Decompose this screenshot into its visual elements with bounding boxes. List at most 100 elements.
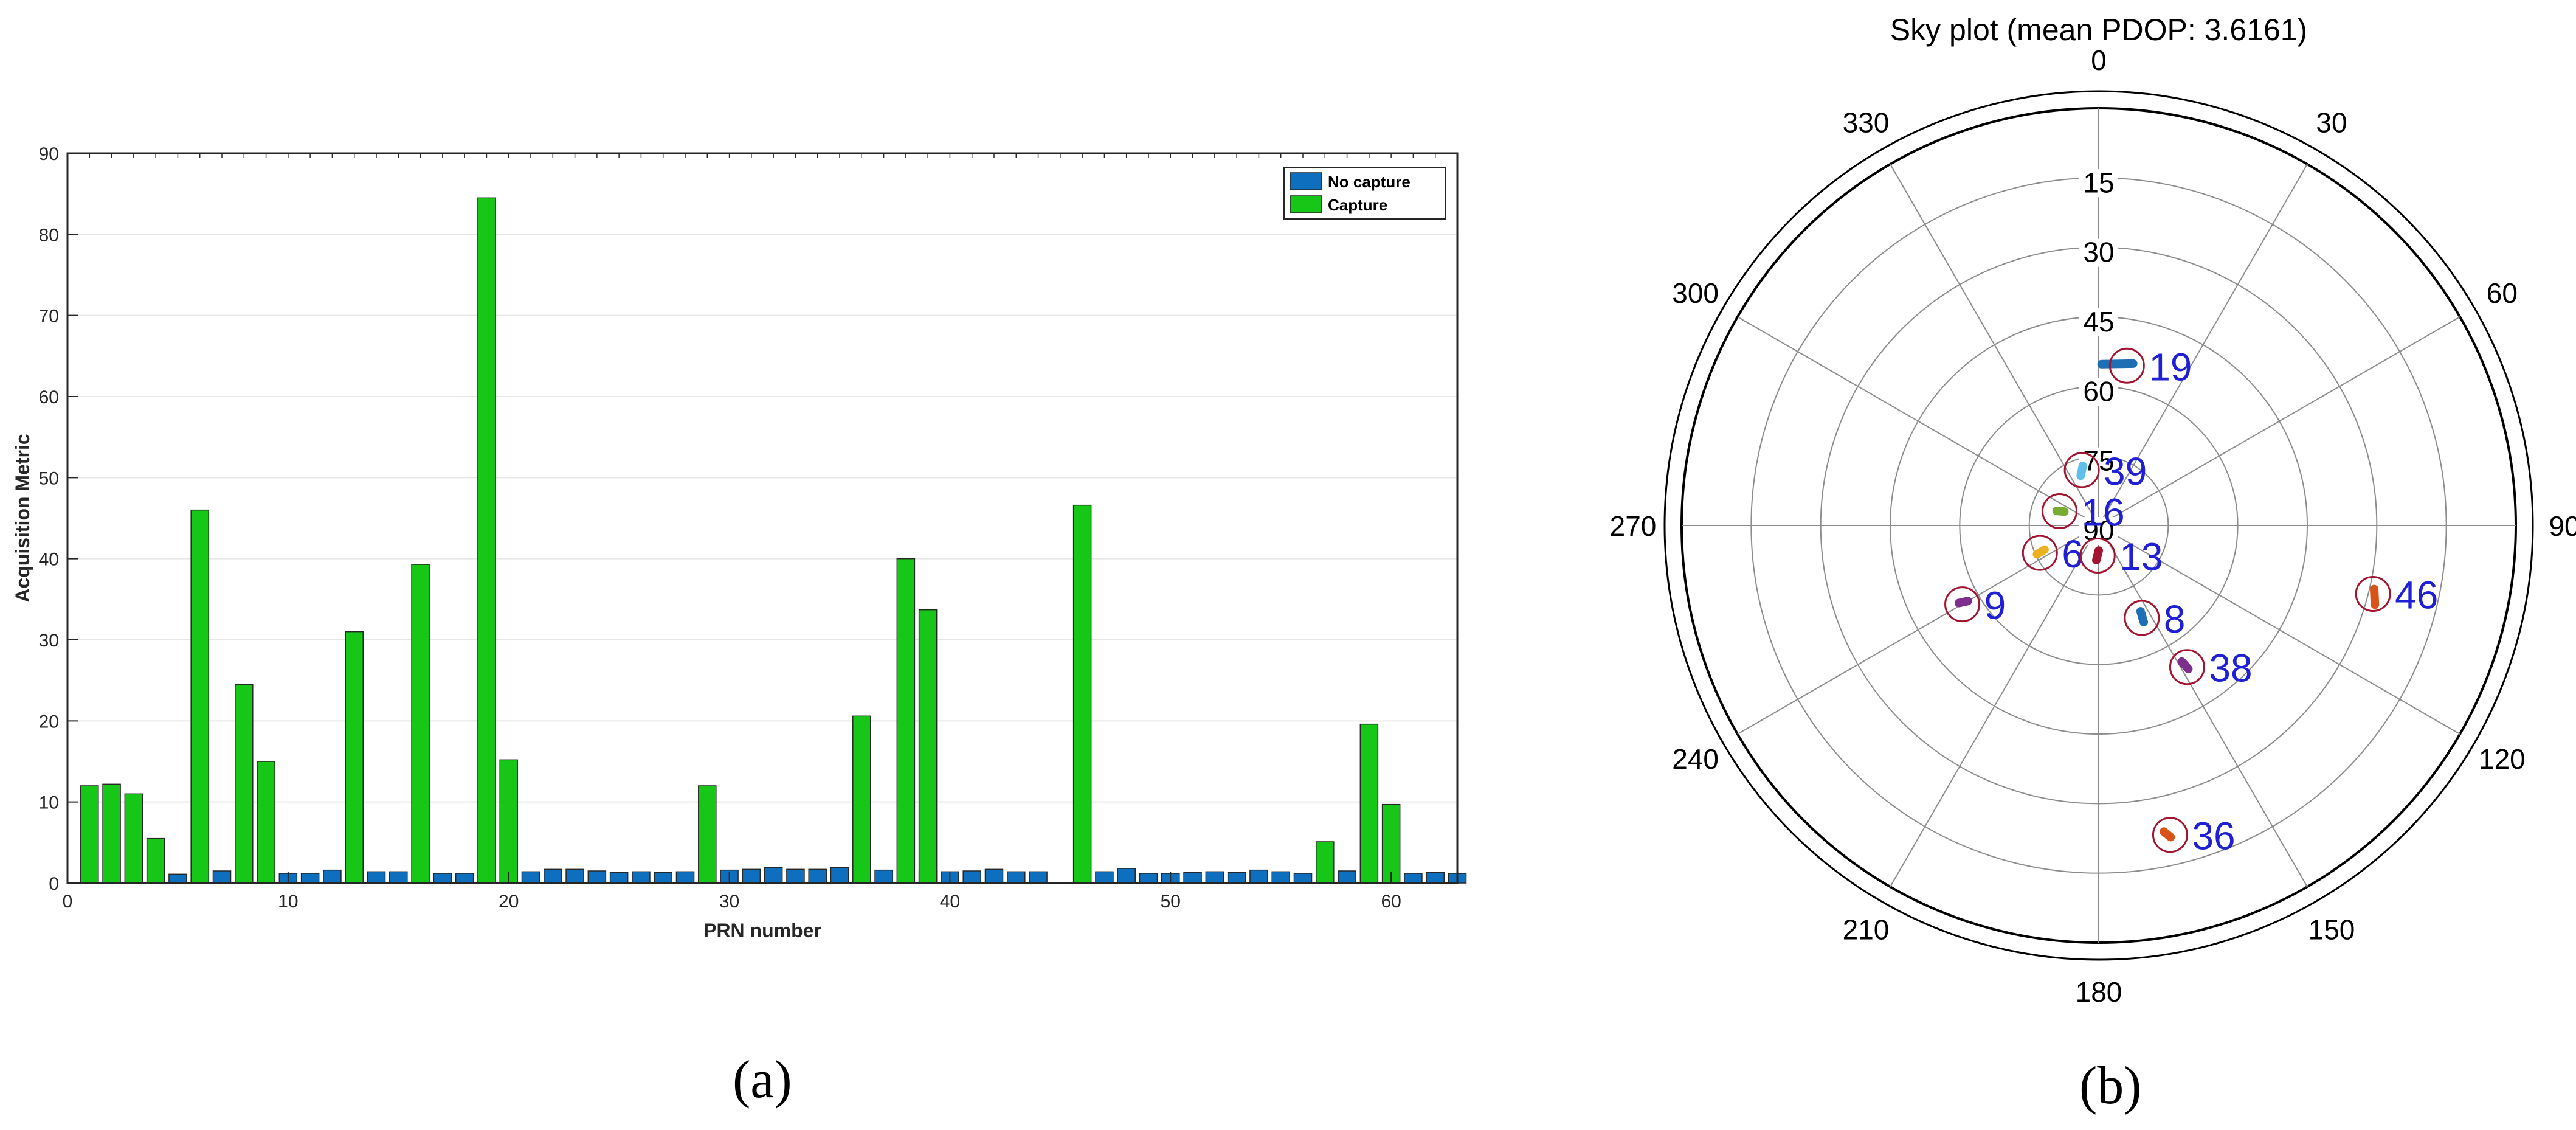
bar [1249, 869, 1268, 884]
bar [367, 871, 386, 884]
x-tick-label: 20 [499, 892, 519, 912]
x-tick-label: 50 [1161, 892, 1181, 912]
bar [521, 871, 540, 884]
satellite-track [2076, 462, 2087, 480]
caption-b: (b) [2079, 1056, 2142, 1115]
satellite-marker [2022, 535, 2058, 571]
bar [1381, 803, 1401, 884]
elevation-label: 30 [2083, 237, 2114, 268]
satellite-label: 8 [2164, 597, 2186, 641]
satellite-label: 19 [2149, 345, 2192, 389]
bar [212, 870, 232, 884]
elevation-label-bg [2079, 378, 2118, 406]
satellite-track [2159, 827, 2175, 842]
satellite-13: 13 [2079, 535, 2163, 579]
azimuth-label: 0 [2091, 44, 2107, 76]
azimuth-label: 60 [2487, 277, 2518, 309]
grid-lines [67, 234, 1457, 803]
azimuth-label: 210 [1843, 913, 1890, 945]
bar [544, 868, 562, 884]
legend-swatch-no-capture [1290, 172, 1322, 190]
elevation-label-bg [2079, 169, 2118, 198]
y-tick-label: 70 [39, 307, 59, 327]
elevation-label-bg [2079, 238, 2118, 267]
satellite-8: 8 [2124, 597, 2186, 641]
azimuth-label: 240 [1672, 743, 1719, 775]
bar [1029, 871, 1048, 884]
y-tick-label: 60 [39, 387, 59, 407]
bar [808, 868, 827, 884]
bar [1271, 871, 1290, 884]
bar [742, 868, 761, 884]
sky-plot: Sky plot (mean PDOP: 3.6161) 0 30 60 90 120 1… [1610, 13, 2576, 1008]
satellite-label: 39 [2104, 449, 2147, 493]
satellite-label: 38 [2209, 646, 2252, 690]
satellite-marker [2063, 452, 2100, 488]
bar [896, 558, 916, 884]
plot-area [67, 153, 1457, 883]
bar [1359, 723, 1379, 884]
bar [1007, 871, 1026, 884]
bar [587, 870, 607, 884]
bar [345, 631, 364, 884]
azimuth-label: 30 [2316, 107, 2347, 139]
elevation-label: 45 [2083, 306, 2114, 338]
satellite-16: 16 [2042, 491, 2125, 535]
bar [918, 609, 938, 884]
bar [235, 684, 254, 884]
elevation-label-bg [2079, 517, 2118, 545]
bar [1316, 841, 1335, 884]
azimuth-spoke [1737, 525, 2099, 735]
satellite-label: 36 [2192, 814, 2235, 858]
satellite-38: 38 [2169, 646, 2253, 690]
x-tick-label: 40 [940, 892, 960, 912]
x-axis-label: PRN number [703, 920, 821, 941]
bar [1404, 873, 1423, 884]
legend-label-no-capture: No capture [1328, 173, 1411, 191]
bar [764, 867, 783, 884]
satellite-label: 46 [2395, 573, 2438, 617]
satellite-track [2177, 657, 2193, 673]
bar [477, 197, 496, 884]
bar [609, 872, 629, 884]
bar [565, 868, 584, 884]
y-tick-label: 30 [39, 631, 59, 651]
bar [455, 873, 474, 884]
bar [1426, 872, 1445, 884]
bar [984, 868, 1004, 884]
bar [1205, 871, 1224, 884]
satellite-marker [2152, 817, 2188, 853]
bar [1227, 872, 1246, 884]
axis-ticks [67, 153, 1458, 884]
satellite-46: 46 [2355, 573, 2438, 617]
azimuth-spoke [2098, 164, 2308, 526]
satellite-39: 39 [2063, 449, 2147, 493]
satellite-marker [2042, 493, 2078, 530]
bar [323, 869, 342, 884]
satellite-marker [2079, 538, 2116, 574]
y-tick-label: 80 [39, 225, 59, 245]
satellite-track [2136, 607, 2149, 626]
satellite-marker [2355, 575, 2391, 612]
azimuth-label: 120 [2479, 743, 2526, 775]
azimuth-label: 300 [1672, 277, 1719, 309]
y-tick-label: 90 [39, 144, 59, 164]
azimuth-spoke [2098, 316, 2460, 526]
azimuth-label: 270 [1610, 510, 1657, 542]
bar [632, 871, 651, 884]
bar [654, 872, 672, 884]
y-tick-label: 0 [49, 874, 59, 894]
bar [433, 873, 452, 884]
azimuth-label: 150 [2308, 913, 2355, 945]
bar [411, 564, 430, 884]
bar [1183, 872, 1202, 884]
elevation-label: 15 [2083, 167, 2114, 198]
satellite-label: 16 [2082, 491, 2125, 535]
legend: No capture Capture [1283, 167, 1446, 220]
azimuth-spoke [1890, 525, 2099, 887]
bar [852, 715, 871, 884]
satellite-marker [2169, 649, 2205, 685]
azimuth-label: 90 [2549, 510, 2576, 542]
y-axis-label: Acquisition Metric [12, 434, 33, 602]
